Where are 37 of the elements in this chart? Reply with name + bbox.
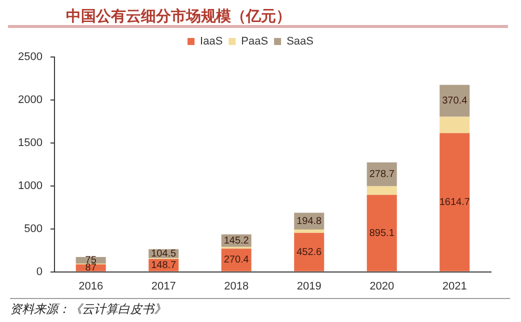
- y-tick-label: 1000: [18, 180, 42, 192]
- y-tick-label: 500: [24, 222, 42, 235]
- data-label: 452.6: [296, 246, 322, 258]
- legend-label: IaaS: [200, 36, 223, 48]
- data-label: 87: [85, 262, 97, 274]
- data-label: 148.7: [151, 260, 177, 271]
- x-tick-label: 2020: [370, 280, 394, 292]
- bar: [366, 186, 397, 195]
- data-label: 104.5: [151, 248, 177, 260]
- chart-title: 中国公有云细分市场规模（亿元）: [8, 4, 508, 28]
- bar: [366, 162, 397, 186]
- bar: [294, 229, 324, 233]
- y-tick-label: 2500: [18, 51, 42, 64]
- x-tick-label: 2018: [224, 280, 249, 292]
- data-label: 895.1: [369, 228, 395, 239]
- legend-label: PaaS: [241, 36, 268, 48]
- y-tick-label: 1500: [18, 136, 42, 149]
- data-label: 370.4: [442, 96, 468, 107]
- data-label: 145.2: [224, 235, 250, 246]
- data-label: 1614.7: [439, 196, 470, 208]
- bar: [440, 116, 470, 134]
- x-tick-label: 2021: [442, 280, 467, 292]
- legend-label: SaaS: [286, 36, 314, 48]
- y-tick-label: 0: [36, 266, 42, 278]
- bar: [440, 133, 470, 272]
- data-label: 278.7: [369, 169, 395, 180]
- bar: [440, 84, 470, 117]
- data-label: 270.4: [224, 254, 250, 266]
- bar: [221, 248, 252, 272]
- y-tick-label: 2000: [18, 94, 42, 106]
- text: 资料来源：《云计算白皮书》: [10, 298, 510, 318]
- x-tick-label: 2016: [78, 280, 104, 292]
- bar: [294, 232, 324, 272]
- x-tick-label: 2019: [296, 280, 322, 292]
- data-label: 194.8: [296, 216, 322, 227]
- x-tick-label: 2017: [151, 280, 176, 292]
- bar: [366, 194, 397, 272]
